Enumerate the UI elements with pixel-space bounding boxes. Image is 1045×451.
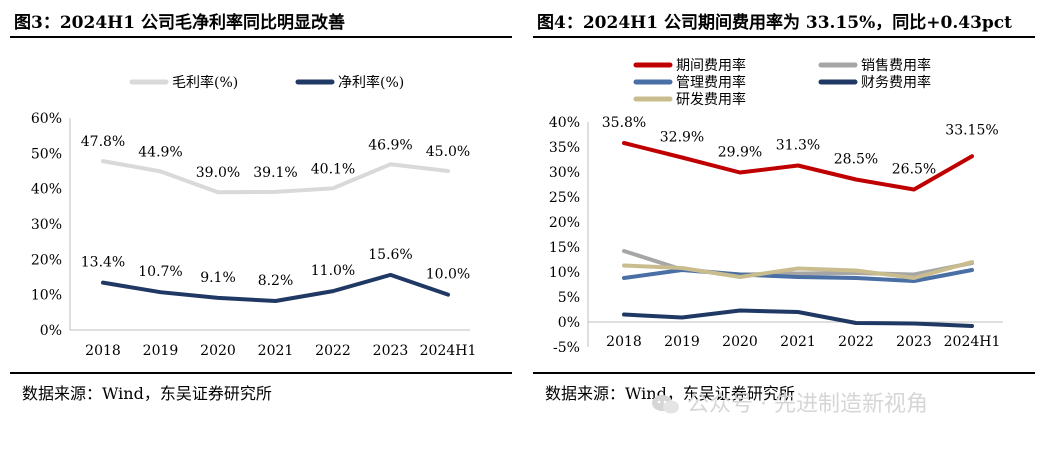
legend-label: 期间费用率	[676, 57, 746, 74]
y-tick-label: 0%	[40, 323, 62, 339]
legend-label: 毛利率(%)	[172, 74, 238, 91]
y-tick-label: 40%	[549, 115, 580, 131]
legend-label: 研发费用率	[676, 91, 746, 108]
data-label: 10.7%	[138, 264, 182, 280]
legend-label: 管理费用率	[676, 74, 746, 91]
x-tick-label: 2020	[722, 334, 758, 350]
y-tick-label: 10%	[31, 288, 62, 304]
y-tick-label: 60%	[31, 111, 62, 127]
y-tick-label: 40%	[31, 182, 62, 198]
x-tick-label: 2021	[780, 334, 816, 350]
y-tick-label: -5%	[553, 340, 580, 356]
series-line-4	[622, 308, 974, 328]
series-line-1	[622, 141, 974, 192]
data-label: 26.5%	[892, 162, 936, 178]
y-tick-label: 20%	[549, 215, 580, 231]
y-tick-label: 10%	[549, 265, 580, 281]
data-label: 31.3%	[776, 138, 820, 154]
data-label: 13.4%	[81, 255, 125, 271]
data-label: 39.1%	[253, 165, 297, 181]
figure-3-title: 图3：2024H1 公司毛净利率同比明显改善	[14, 13, 345, 33]
watermark: 公众号 · 先进制造新视角	[651, 386, 928, 418]
x-tick-label: 2019	[664, 334, 700, 350]
y-tick-label: 0%	[558, 315, 580, 331]
x-tick-label: 2018	[606, 334, 642, 350]
y-tick-label: 35%	[549, 140, 580, 156]
y-tick-label: 30%	[31, 217, 62, 233]
legend-label: 销售费用率	[861, 57, 931, 74]
watermark-text: 公众号 · 先进制造新视角	[687, 392, 928, 417]
figure-4-chart: -5% 0% 5% 10% 15% 20% 25% 30% 35% 40% 2018 2019 2020…	[549, 57, 1003, 356]
figure-3-chart: 0% 10% 20% 30% 40% 50% 60% 2018 2019 2020 2021 2022…	[31, 74, 477, 359]
figure-3-source: 数据来源：Wind，东吴证券研究所	[22, 384, 272, 403]
y-tick-label: 30%	[549, 165, 580, 181]
figure-4-title: 图4：2024H1 公司期间费用率为 33.15%，同比+0.43pct	[537, 13, 1012, 33]
series-line-2	[101, 272, 450, 304]
x-tick-label: 2020	[200, 343, 236, 359]
x-tick-label: 2023	[373, 343, 409, 359]
figure-3-top-rule	[10, 36, 512, 38]
figure-3-panel: 图3：2024H1 公司毛净利率同比明显改善 0% 10% 20% 30% 40% 50%…	[0, 0, 522, 451]
data-label: 35.8%	[602, 115, 646, 131]
x-tick-label: 2021	[258, 343, 294, 359]
figure-4-source: 数据来源：Wind，东吴证券研究所	[545, 384, 795, 403]
data-label: 9.1%	[200, 270, 236, 286]
y-tick-label: 15%	[549, 240, 580, 256]
x-tick-label: 2022	[838, 334, 874, 350]
data-label: 46.9%	[368, 137, 412, 153]
series-line-1	[101, 159, 450, 195]
figure-3-bottom-rule	[10, 372, 512, 374]
x-tick-label: 2023	[896, 334, 932, 350]
data-label: 44.9%	[138, 144, 182, 160]
x-tick-label: 2018	[85, 343, 121, 359]
legend-label: 净利率(%)	[338, 74, 404, 91]
figure-4-bottom-rule	[533, 372, 1035, 374]
series-line-5	[622, 260, 974, 280]
figure-4-panel: 图4：2024H1 公司期间费用率为 33.15%，同比+0.43pct -5%…	[523, 0, 1045, 451]
data-label: 39.0%	[196, 165, 240, 181]
data-label: 40.1%	[311, 161, 355, 177]
x-tick-label: 2022	[315, 343, 351, 359]
y-tick-label: 50%	[31, 146, 62, 162]
data-label: 15.6%	[368, 247, 412, 263]
data-label: 8.2%	[258, 273, 294, 289]
data-label: 29.9%	[718, 145, 762, 161]
data-label: 33.15%	[945, 122, 998, 138]
y-tick-label: 20%	[31, 252, 62, 268]
y-tick-label: 5%	[558, 290, 580, 306]
data-label: 10.0%	[426, 267, 470, 283]
figure-4-top-rule	[533, 36, 1035, 38]
data-label: 32.9%	[660, 130, 704, 146]
x-tick-label: 2019	[143, 343, 179, 359]
data-label: 45.0%	[426, 144, 470, 160]
data-label: 11.0%	[311, 263, 355, 279]
data-label: 28.5%	[834, 152, 878, 168]
wechat-icon	[652, 395, 679, 414]
y-tick-label: 25%	[549, 190, 580, 206]
data-label: 47.8%	[81, 134, 125, 150]
legend-label: 财务费用率	[861, 74, 931, 91]
x-tick-label: 2024H1	[420, 343, 477, 359]
x-tick-label: 2024H1	[944, 334, 1001, 350]
